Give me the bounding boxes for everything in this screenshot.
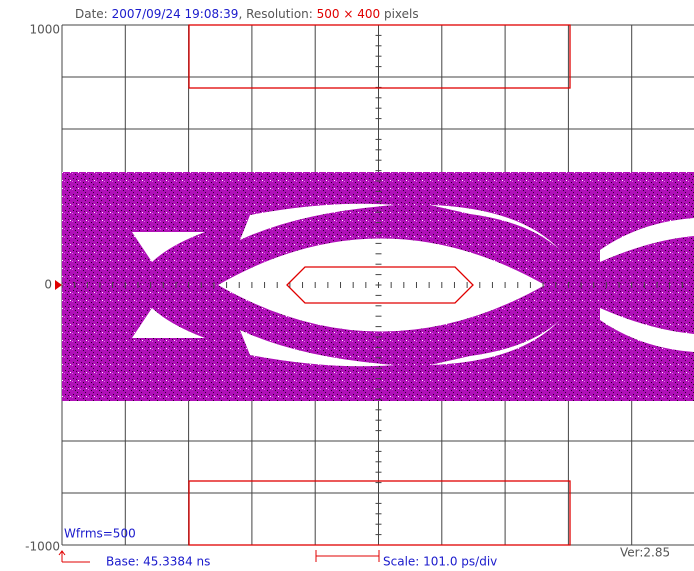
eye-traces: [62, 172, 694, 401]
base-arrow: [58, 550, 90, 563]
gap: [430, 320, 560, 365]
version: Ver:2.85: [620, 546, 670, 560]
mask-bottom: [188, 480, 571, 546]
date-label: Date:: [75, 7, 108, 21]
center-axes: [61, 24, 683, 546]
zero-marker: [55, 280, 62, 290]
gap: [600, 218, 694, 262]
gap: [132, 232, 205, 262]
y-min-label: -1000: [25, 540, 60, 554]
scale-marker: [315, 550, 380, 562]
gap: [600, 308, 694, 352]
gap: [240, 203, 395, 240]
base: Base: 45.3384 ns: [106, 555, 210, 569]
resolution-label: , Resolution:: [238, 7, 312, 21]
gap: [132, 308, 205, 338]
masks: [188, 24, 571, 546]
mask-top: [188, 24, 571, 89]
mask-center: [286, 266, 474, 304]
scale: Scale: 101.0 ps/div: [383, 555, 497, 569]
y-zero-label: 0: [44, 278, 52, 292]
y-max-label: 1000: [29, 23, 60, 37]
resolution: 500 × 400: [317, 7, 381, 21]
waveforms: Wfrms=500: [64, 527, 136, 541]
resolution-unit: pixels: [384, 7, 419, 21]
gap: [430, 205, 560, 250]
header: Date: 2007/09/24 19:08:39, Resolution: 5…: [75, 7, 419, 21]
gap: [240, 330, 395, 367]
date: 2007/09/24 19:08:39: [112, 7, 239, 21]
